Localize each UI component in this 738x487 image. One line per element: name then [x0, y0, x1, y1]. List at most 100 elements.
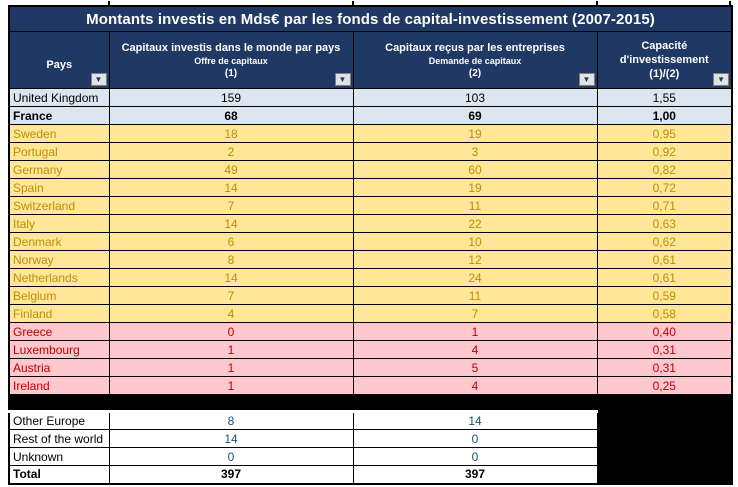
aggregate-rows: Other Europe 8 14 Rest of the world 14 0… [8, 411, 733, 484]
country-cell: Denmark [8, 232, 110, 251]
table-row: Other Europe 8 14 [8, 411, 733, 430]
invested-cell: 0 [108, 447, 354, 466]
table-row: Germany 49 60 0,82 [8, 160, 733, 179]
received-header-line2: Demande de capitaux [428, 55, 522, 66]
gridline-ticks [8, 0, 731, 5]
capacity-cell: 0,40 [596, 322, 733, 341]
separator-cell [8, 394, 110, 413]
received-cell: 24 [352, 268, 598, 287]
capacity-cell: 0,63 [596, 214, 733, 233]
blacked-out-cell [596, 411, 733, 430]
invested-cell: 0 [108, 322, 354, 341]
capacity-cell: 0,82 [596, 160, 733, 179]
received-cell: 397 [352, 465, 598, 484]
capacity-cell: 0,62 [596, 232, 733, 251]
received-cell: 10 [352, 232, 598, 251]
capacity-cell: 0,31 [596, 340, 733, 359]
received-cell: 60 [352, 160, 598, 179]
capacity-cell: 0,61 [596, 268, 733, 287]
filter-dropdown-pays[interactable]: ▼ [90, 73, 107, 86]
table-row: Belgium 7 11 0,59 [8, 286, 733, 305]
separator-row [8, 394, 733, 413]
invested-cell: 14 [108, 214, 354, 233]
table-row: Sweden 18 19 0,95 [8, 124, 733, 143]
table-row: Unknown 0 0 [8, 447, 733, 466]
table-row: Denmark 6 10 0,62 [8, 232, 733, 251]
received-cell: 1 [352, 322, 598, 341]
country-cell: Belgium [8, 286, 110, 305]
blacked-out-cell [596, 429, 733, 448]
country-cell: Italy [8, 214, 110, 233]
filter-dropdown-capacity[interactable]: ▼ [713, 73, 730, 86]
table-row: Switzerland 7 11 0,71 [8, 196, 733, 215]
invested-cell: 7 [108, 196, 354, 215]
invested-cell: 49 [108, 160, 354, 179]
separator-cell [596, 394, 733, 412]
capacity-cell: 0,25 [596, 376, 733, 395]
country-cell: Netherlands [8, 268, 110, 287]
invested-header-line3: (1) [224, 67, 238, 79]
invested-cell: 159 [108, 88, 354, 107]
received-header-line1: Capitaux reçus par les entreprises [385, 41, 565, 54]
table-row: Norway 8 12 0,61 [8, 250, 733, 269]
invested-cell: 4 [108, 304, 354, 323]
separator-cell [108, 394, 354, 413]
invested-header-line1: Capitaux investis dans le monde par pays [121, 41, 341, 54]
received-cell: 22 [352, 214, 598, 233]
table-row: United Kingdom 159 103 1,55 [8, 88, 733, 107]
invested-cell: 14 [108, 429, 354, 448]
column-header-received: Capitaux reçus par les entreprises Deman… [352, 31, 598, 89]
table-row: Netherlands 14 24 0,61 [8, 268, 733, 287]
country-cell: France [8, 106, 110, 125]
country-cell: Greece [8, 322, 110, 341]
country-cell: United Kingdom [8, 88, 110, 107]
column-header-capacity: Capacité d'investissement (1)/(2) ▼ [596, 31, 733, 89]
category-cell: Rest of the world [8, 429, 110, 448]
received-cell: 19 [352, 124, 598, 143]
separator-cell [352, 394, 598, 413]
capacity-cell: 0,72 [596, 178, 733, 197]
table-row: France 68 69 1,00 [8, 106, 733, 125]
country-cell: Sweden [8, 124, 110, 143]
invested-cell: 14 [108, 268, 354, 287]
country-cell: Finland [8, 304, 110, 323]
received-cell: 11 [352, 196, 598, 215]
filter-dropdown-received[interactable]: ▼ [578, 73, 595, 86]
investment-table: Montants investis en Mds€ par les fonds … [8, 5, 734, 485]
table-row: Spain 14 19 0,72 [8, 178, 733, 197]
category-cell: Unknown [8, 447, 110, 466]
gridline-tick [108, 1, 110, 5]
received-cell: 14 [352, 411, 598, 430]
invested-cell: 18 [108, 124, 354, 143]
column-header-pays: Pays ▼ [8, 31, 110, 89]
invested-cell: 8 [108, 250, 354, 269]
received-cell: 4 [352, 340, 598, 359]
received-cell: 0 [352, 447, 598, 466]
country-cell: Austria [8, 358, 110, 377]
country-cell: Portugal [8, 142, 110, 161]
received-cell: 12 [352, 250, 598, 269]
invested-cell: 397 [108, 465, 354, 484]
column-header-invested: Capitaux investis dans le monde par pays… [108, 31, 354, 89]
blacked-out-cell [596, 447, 733, 466]
country-cell: Ireland [8, 376, 110, 395]
category-cell: Other Europe [8, 411, 110, 430]
title-row: Montants investis en Mds€ par les fonds … [8, 5, 733, 32]
table-row: Ireland 1 4 0,25 [8, 376, 733, 395]
invested-cell: 68 [108, 106, 354, 125]
received-cell: 103 [352, 88, 598, 107]
received-cell: 19 [352, 178, 598, 197]
filter-dropdown-invested[interactable]: ▼ [334, 73, 351, 86]
table-row: Italy 14 22 0,63 [8, 214, 733, 233]
invested-cell: 7 [108, 286, 354, 305]
received-cell: 11 [352, 286, 598, 305]
capacity-cell: 1,55 [596, 88, 733, 107]
category-cell: Total [8, 465, 110, 484]
capacity-cell: 1,00 [596, 106, 733, 125]
country-rows: United Kingdom 159 103 1,55 France 68 69… [8, 88, 733, 395]
gridline-tick [352, 1, 354, 5]
table-row: Portugal 2 3 0,92 [8, 142, 733, 161]
capacity-cell: 0,71 [596, 196, 733, 215]
received-cell: 7 [352, 304, 598, 323]
invested-cell: 1 [108, 358, 354, 377]
